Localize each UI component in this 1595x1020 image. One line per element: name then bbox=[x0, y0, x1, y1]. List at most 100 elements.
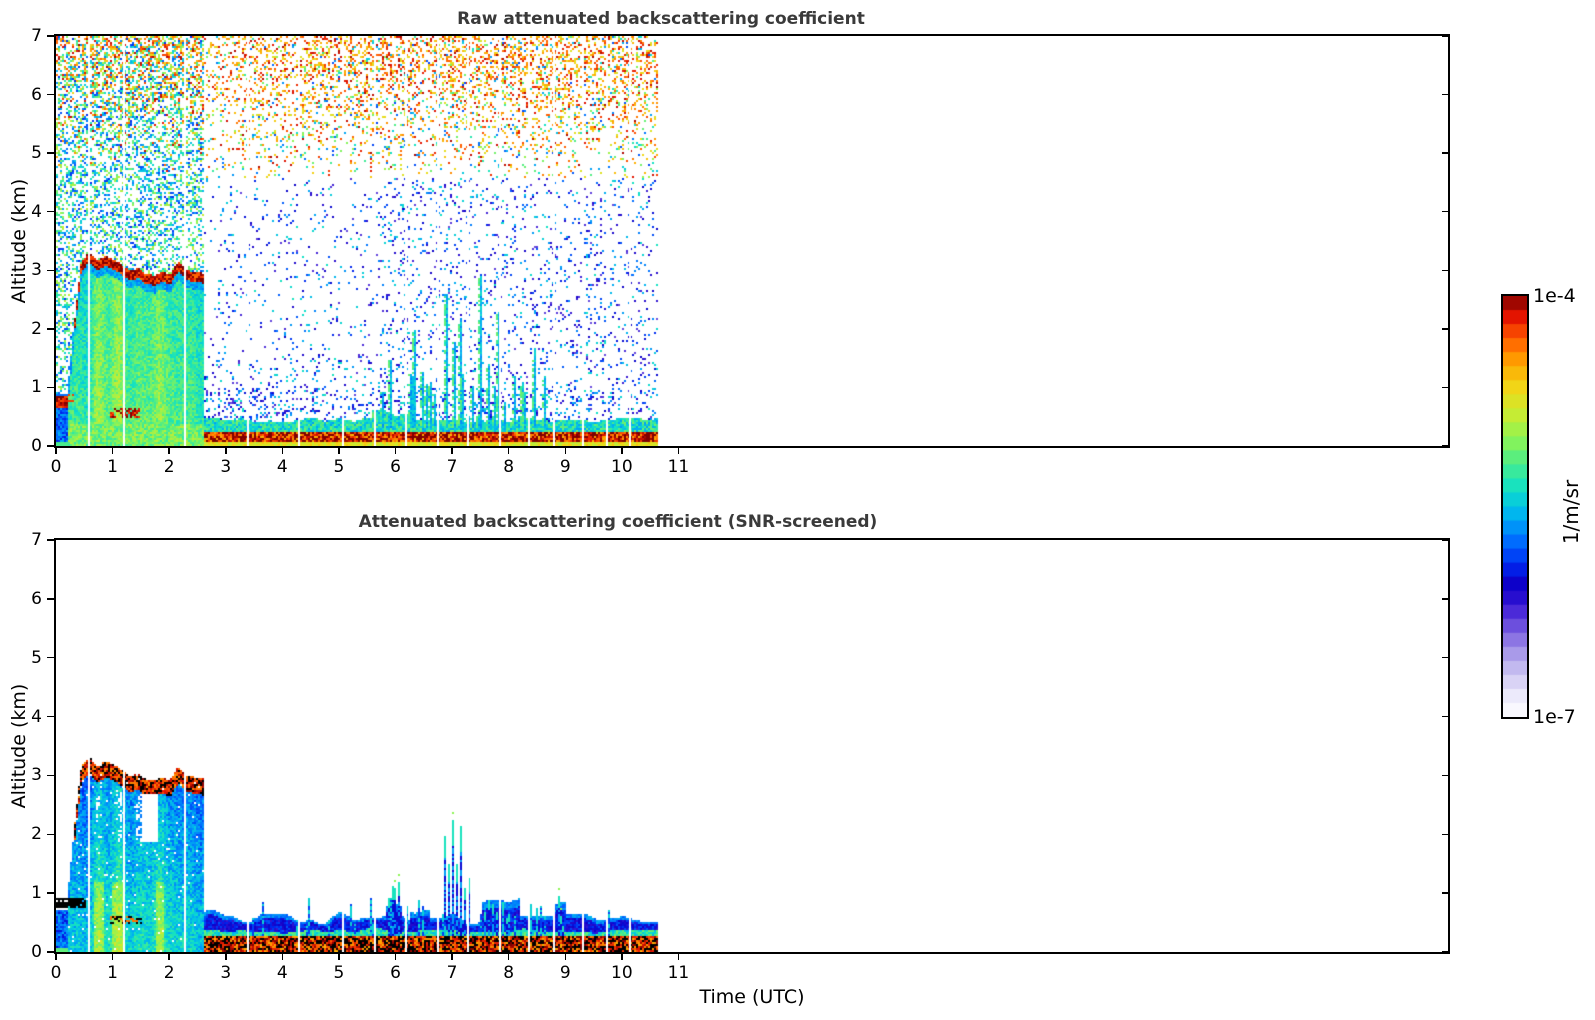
y-tick-mark bbox=[47, 951, 54, 953]
y-tick-label: 7 bbox=[31, 530, 42, 550]
y-tick-mark-right bbox=[1442, 269, 1448, 272]
y-tick-label: 5 bbox=[31, 143, 42, 164]
x-tick-label: 4 bbox=[276, 457, 288, 477]
x-tick-label: 6 bbox=[390, 457, 401, 477]
screened-heatmap-canvas bbox=[56, 540, 1448, 952]
colorbar-units-label: 1/m/sr bbox=[1559, 479, 1583, 545]
raw-heatmap-canvas bbox=[56, 36, 1448, 446]
y-tick-label: 3 bbox=[31, 260, 42, 281]
x-tick-label: 11 bbox=[667, 963, 690, 983]
y-tick-label: 1 bbox=[31, 377, 42, 398]
x-tick-mark bbox=[507, 448, 510, 454]
x-tick-label: 3 bbox=[220, 963, 232, 983]
y-tick-label: 2 bbox=[31, 318, 42, 339]
x-tick-label: 5 bbox=[333, 457, 345, 477]
y-tick-mark bbox=[47, 833, 54, 836]
x-tick-label: 3 bbox=[220, 457, 232, 477]
x-tick-mark bbox=[55, 448, 57, 454]
panel2-plot-area bbox=[54, 538, 1450, 954]
y-tick-mark bbox=[47, 35, 54, 37]
x-tick-mark bbox=[677, 448, 680, 454]
x-tick-mark bbox=[451, 954, 453, 960]
y-tick-mark bbox=[47, 445, 54, 447]
y-tick-label: 4 bbox=[31, 201, 42, 222]
y-tick-mark-right bbox=[1442, 892, 1448, 894]
y-tick-mark-right bbox=[1442, 715, 1448, 718]
x-tick-mark bbox=[394, 954, 397, 960]
panel2-y-axis-label: Altitude (km) bbox=[8, 683, 30, 809]
y-tick-label: 0 bbox=[31, 436, 42, 456]
x-tick-label: 0 bbox=[50, 963, 62, 983]
x-tick-label: 1 bbox=[107, 457, 118, 477]
x-tick-mark bbox=[225, 448, 227, 454]
y-tick-label: 5 bbox=[31, 647, 42, 668]
x-tick-mark bbox=[281, 448, 284, 454]
x-tick-mark bbox=[507, 954, 510, 960]
y-tick-label: 0 bbox=[31, 942, 42, 962]
y-tick-mark bbox=[47, 210, 54, 213]
y-tick-label: 2 bbox=[31, 824, 42, 845]
y-tick-mark bbox=[47, 386, 54, 389]
x-tick-mark bbox=[281, 954, 284, 960]
x-tick-label: 7 bbox=[446, 457, 458, 477]
x-tick-mark bbox=[394, 448, 397, 454]
y-tick-mark-right bbox=[1442, 656, 1448, 659]
y-tick-mark-right bbox=[1442, 386, 1448, 389]
x-tick-mark bbox=[338, 954, 340, 960]
x-tick-mark bbox=[564, 954, 567, 960]
colorbar-canvas bbox=[1503, 296, 1527, 717]
y-tick-label: 6 bbox=[31, 84, 42, 105]
x-tick-mark bbox=[564, 448, 567, 454]
y-tick-mark-right bbox=[1442, 598, 1448, 600]
colorbar-max-label: 1e-4 bbox=[1533, 285, 1576, 307]
y-tick-mark bbox=[47, 93, 54, 96]
y-tick-mark bbox=[47, 539, 54, 541]
colorbar-min-label: 1e-7 bbox=[1533, 706, 1576, 728]
y-tick-mark-right bbox=[1442, 35, 1448, 37]
x-tick-mark bbox=[677, 954, 680, 960]
y-tick-mark-right bbox=[1442, 951, 1448, 953]
panel2-title: Attenuated backscattering coefficient (S… bbox=[358, 512, 878, 532]
x-tick-mark bbox=[621, 448, 623, 454]
y-tick-mark-right bbox=[1442, 445, 1448, 447]
y-tick-mark bbox=[47, 152, 54, 154]
x-tick-label: 9 bbox=[559, 457, 571, 477]
y-tick-mark-right bbox=[1442, 152, 1448, 154]
y-tick-mark-right bbox=[1442, 328, 1448, 330]
x-tick-label: 8 bbox=[503, 457, 515, 477]
x-tick-label: 5 bbox=[333, 963, 345, 983]
panel1-y-axis-label: Altitude (km) bbox=[8, 178, 30, 304]
x-tick-label: 1 bbox=[107, 963, 118, 983]
panel1-title: Raw attenuated backscattering coefficien… bbox=[457, 9, 865, 29]
x-tick-mark bbox=[451, 448, 453, 454]
y-tick-label: 6 bbox=[31, 588, 42, 609]
y-tick-label: 7 bbox=[31, 26, 42, 46]
y-tick-mark bbox=[47, 715, 54, 718]
y-tick-mark bbox=[47, 892, 54, 894]
x-tick-mark bbox=[111, 448, 114, 454]
x-tick-mark bbox=[338, 448, 340, 454]
y-tick-mark-right bbox=[1442, 774, 1448, 777]
y-tick-mark bbox=[47, 598, 54, 600]
y-tick-mark bbox=[47, 774, 54, 777]
x-tick-mark bbox=[225, 954, 227, 960]
x-tick-label: 9 bbox=[559, 963, 571, 983]
x-tick-label: 8 bbox=[503, 963, 515, 983]
x-tick-label: 2 bbox=[163, 963, 175, 983]
x-tick-mark bbox=[621, 954, 623, 960]
x-tick-mark bbox=[55, 954, 57, 960]
y-tick-mark-right bbox=[1442, 833, 1448, 836]
x-tick-mark bbox=[168, 954, 170, 960]
x-tick-label: 11 bbox=[667, 457, 690, 477]
x-tick-mark bbox=[111, 954, 114, 960]
colorbar bbox=[1501, 294, 1529, 719]
x-tick-label: 10 bbox=[611, 963, 633, 983]
x-tick-label: 7 bbox=[446, 963, 458, 983]
x-tick-label: 2 bbox=[163, 457, 175, 477]
x-tick-mark bbox=[168, 448, 170, 454]
panel1-plot-area bbox=[54, 34, 1450, 448]
y-tick-label: 1 bbox=[31, 883, 42, 904]
x-tick-label: 0 bbox=[50, 457, 62, 477]
x-tick-label: 10 bbox=[611, 457, 633, 477]
